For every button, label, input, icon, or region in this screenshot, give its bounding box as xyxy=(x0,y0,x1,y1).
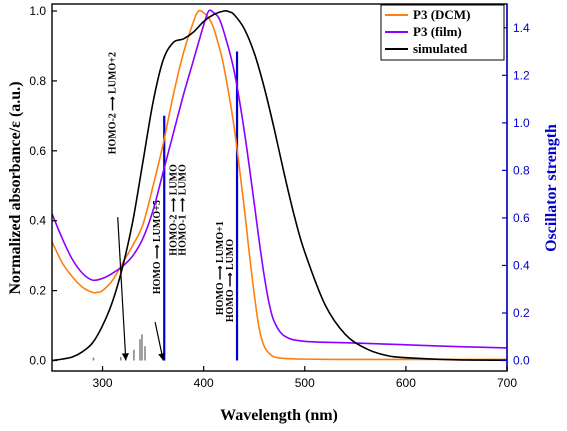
series-lines xyxy=(51,9,508,362)
y-tick-label: 0.2 xyxy=(29,284,46,298)
y2-tick-label: 0.6 xyxy=(513,211,530,225)
annotation-label: HOMO ⟶ LUMO+5 xyxy=(152,200,163,294)
y2-tick-label: 1.2 xyxy=(513,68,530,82)
legend: P3 (DCM) P3 (film) simulated xyxy=(380,4,505,61)
x-tick-label: 500 xyxy=(295,376,315,390)
legend-label-simulated: simulated xyxy=(413,41,468,56)
y-tick-label: 0.0 xyxy=(29,354,46,368)
annotation-label: HOMO-2 ⟶ LUMO+2 xyxy=(108,52,119,154)
oscillator-bars xyxy=(92,51,239,361)
x-tick-label: 400 xyxy=(194,376,214,390)
y2-tick-label: 1.4 xyxy=(513,21,530,35)
x-axis-title: Wavelength (nm) xyxy=(220,407,338,424)
annotation-label: HOMO-2 ⟶ LUMO xyxy=(168,164,179,256)
series-line-dcm xyxy=(51,9,507,361)
annotation-arrow xyxy=(154,321,166,361)
x-tick-label: 700 xyxy=(497,376,517,390)
y-tick-label: 0.4 xyxy=(29,214,46,228)
annotation-label: HOMO ⟶ LUMO+1 xyxy=(215,221,226,315)
ticks: 300 400 500 600 700 0.0 0.2 0.4 0.6 0.8 1.0 0.0 0.2 0… xyxy=(29,4,530,390)
y2-tick-label: 0.4 xyxy=(513,258,530,272)
x-tick-label: 300 xyxy=(93,376,113,390)
y-tick-label: 0.6 xyxy=(29,144,46,158)
annotation-label: HOMO ⟶ LUMO xyxy=(225,239,236,322)
annotations: HOMO-2 ⟶ LUMO+2 HOMO ⟶ LUMO+5 HOMO-2 ⟶ LUM… xyxy=(108,52,236,361)
y-tick-label: 0.8 xyxy=(29,74,46,88)
y2-tick-label: 0.2 xyxy=(513,306,530,320)
x-tick-label: 600 xyxy=(396,376,416,390)
y-axis-title: Normalized absorbance/ε (a.u.) xyxy=(7,81,24,294)
y-tick-label: 1.0 xyxy=(29,4,46,18)
annotation-label: HOMO-1 ⟶ LUMO xyxy=(178,164,189,256)
axes xyxy=(51,3,508,372)
y2-tick-label: 1.0 xyxy=(513,116,530,130)
annotation-arrow xyxy=(117,217,129,361)
legend-label-film: P3 (film) xyxy=(413,24,462,39)
legend-label-dcm: P3 (DCM) xyxy=(413,7,470,22)
series-line-film xyxy=(51,9,508,349)
series-line-simulated xyxy=(51,10,508,362)
y2-tick-label: 0.8 xyxy=(513,163,530,177)
y2-axis-title: Oscillator strength xyxy=(543,124,560,252)
y2-tick-label: 0.0 xyxy=(513,354,530,368)
